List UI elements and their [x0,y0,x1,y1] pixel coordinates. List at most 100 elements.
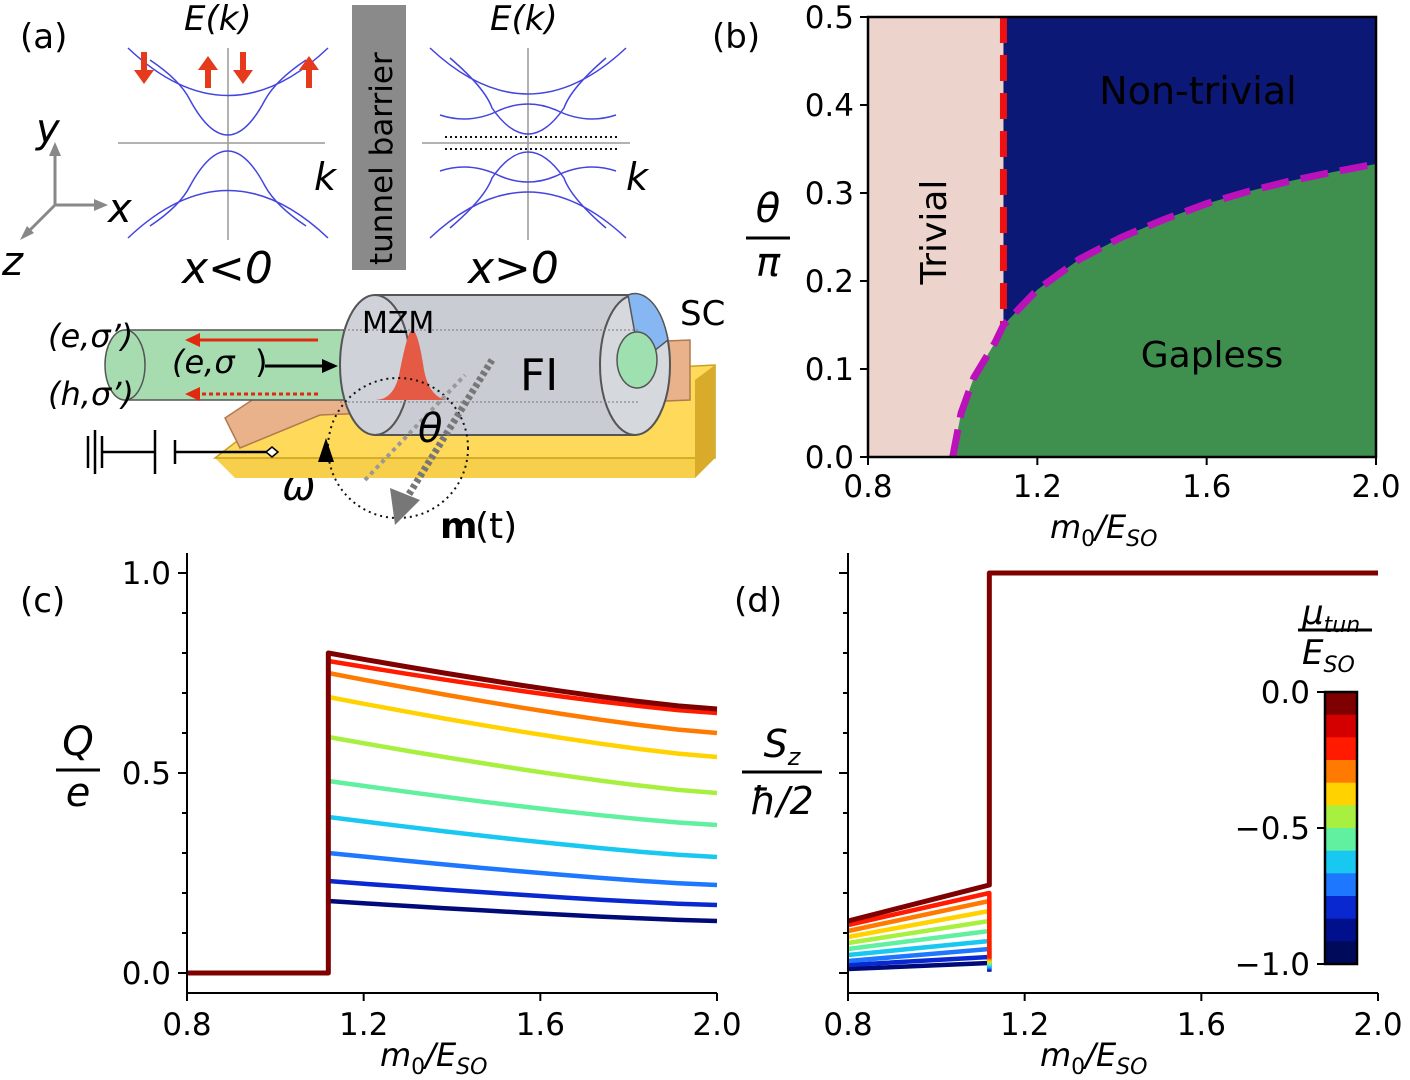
series-line [327,734,718,796]
lead-out-h-label: (h,σ’) [48,375,134,413]
band-diagram-right: E(k) k x>0 [422,0,650,294]
gapless-boundary-curve [949,160,1377,458]
x-tick-label: 1.6 [1177,1007,1226,1043]
y-tick-label: 1.0 [122,556,171,592]
panel-c-ylabel: Q e [56,719,100,816]
x-tick-label: 1.2 [1013,469,1062,505]
panel-d: (d) 0.8 1.2 1.6 2.0 m0/ESO Sz ħ/2 0.0 −0.5 −1… [734,553,1403,1080]
series-line [327,694,718,760]
nontrivial-label: Non-trivial [1099,69,1296,113]
axis-y-label: y [35,106,61,152]
sc-label: SC [680,294,725,334]
svg-text:Q: Q [62,719,93,765]
band-diagram-left: E(k) k x<0 [118,0,338,294]
svg-text:ħ/2: ħ/2 [750,779,813,823]
x-tick-label: 1.2 [1000,1007,1049,1043]
x-tick-label: 0.8 [162,1007,211,1043]
x-tick-label: 2.0 [692,1007,741,1043]
axis-z-label: z [1,239,24,285]
y-tick-label: 0.4 [805,88,854,124]
colorbar-label-den: ESO [1302,633,1355,678]
panel-d-label: (d) [734,581,782,621]
panel-c-xlabel: m0/ESO [380,1036,487,1080]
y-tick-label: 0.3 [805,176,854,212]
series-line [328,814,718,860]
series-line [847,890,992,959]
mzm-wavefunction [375,330,450,400]
x-arrow-head [94,199,108,211]
series-line [187,650,718,976]
device-schematic: MZM SC FI (e,σ’) (e,σ ) (h,σ’) θ ω m (t) [48,292,725,547]
z-arrow-head [20,226,34,240]
magnetization-vector [395,358,495,514]
colorbar-ticks: 0.0 −0.5 −1.0 [1235,675,1325,983]
svg-text:e: e [66,770,91,816]
colorbar-cell [1325,941,1357,965]
spin-up-arrow-2 [299,56,319,88]
x-tick-label: 1.2 [339,1007,388,1043]
contact-diamond [264,446,280,458]
panel-c-y-ticks: 0.0 0.5 1.0 [122,556,187,992]
y-arrow-head [49,142,61,156]
omega-label: ω [282,464,316,510]
k-right-label: k [626,155,650,199]
panel-d-y-ticks [839,572,848,974]
x-tick-label: 2.0 [1353,1007,1402,1043]
panel-a: (a) y x z E(k) k x<0 [1,0,725,547]
colorbar-tick-label: −0.5 [1235,811,1310,847]
spin-arrows [134,52,319,88]
series-line [327,658,718,716]
lead-in-e-close: ) [255,343,267,381]
panel-b-y-ticks: 0.0 0.1 0.2 0.3 0.4 0.5 [805,0,868,476]
y-tick-label: 0.0 [805,440,854,476]
colorbar-cell [1325,896,1357,920]
y-tick-label: 0.1 [805,352,854,388]
svg-text:π: π [756,240,781,286]
k-left-label: k [314,155,338,199]
panel-b-x-ticks: 0.8 1.2 1.6 2.0 [843,457,1401,505]
magnetization-arrow-head [390,488,420,525]
omega-arrow [318,438,334,462]
panel-b: (b) 0.8 1.2 1.6 2.0 0.0 0.1 0.2 0.3 0.4 0.5 Triv… [712,0,1401,552]
gapless-label: Gapless [1141,335,1283,376]
theta-label: θ [418,406,442,452]
svg-text:θ: θ [756,186,780,232]
spin-up-arrow-1 [198,56,218,88]
panel-d-series [847,570,1378,972]
mzm-label: MZM [362,306,434,341]
x-tick-label: 0.8 [823,1007,872,1043]
series-line [847,570,1378,924]
x-tick-label: 0.8 [843,469,892,505]
trivial-label: Trivial [914,180,955,286]
series-line [328,898,718,924]
colorbar-cell [1325,692,1357,716]
lead-arrows [185,333,338,401]
colorbar-label-num: μtun [1301,593,1360,638]
colorbar-cell [1325,805,1357,829]
m-vector-label: m [440,506,478,547]
panel-d-xlabel: m0/ESO [1040,1036,1147,1080]
colorbar-cells [1325,692,1357,965]
fi-label: FI [520,350,558,401]
series-line [328,850,718,888]
colorbar-cell [1325,918,1357,942]
x-tick-label: 2.0 [1351,469,1400,505]
panel-b-xlabel: m0/ESO [1050,508,1157,552]
series-line [327,670,718,736]
region-right-label: x>0 [466,243,559,294]
colorbar-cell [1325,828,1357,852]
panel-c-label: (c) [20,581,65,621]
svg-text:Sz: Sz [764,722,802,771]
colorbar-cell [1325,714,1357,738]
colorbar: 0.0 −0.5 −1.0 μtun ESO [1235,593,1372,983]
y-tick-label: 0.5 [122,756,171,792]
y-tick-label: 0.0 [122,956,171,992]
panel-b-label: (b) [712,17,760,57]
m-time-label: (t) [475,506,517,547]
panel-b-ylabel: θ π [746,186,790,286]
panel-d-ylabel: Sz ħ/2 [742,722,822,823]
panel-c-series [187,650,718,976]
coordinate-axes [23,150,100,237]
colorbar-cell [1325,737,1357,761]
